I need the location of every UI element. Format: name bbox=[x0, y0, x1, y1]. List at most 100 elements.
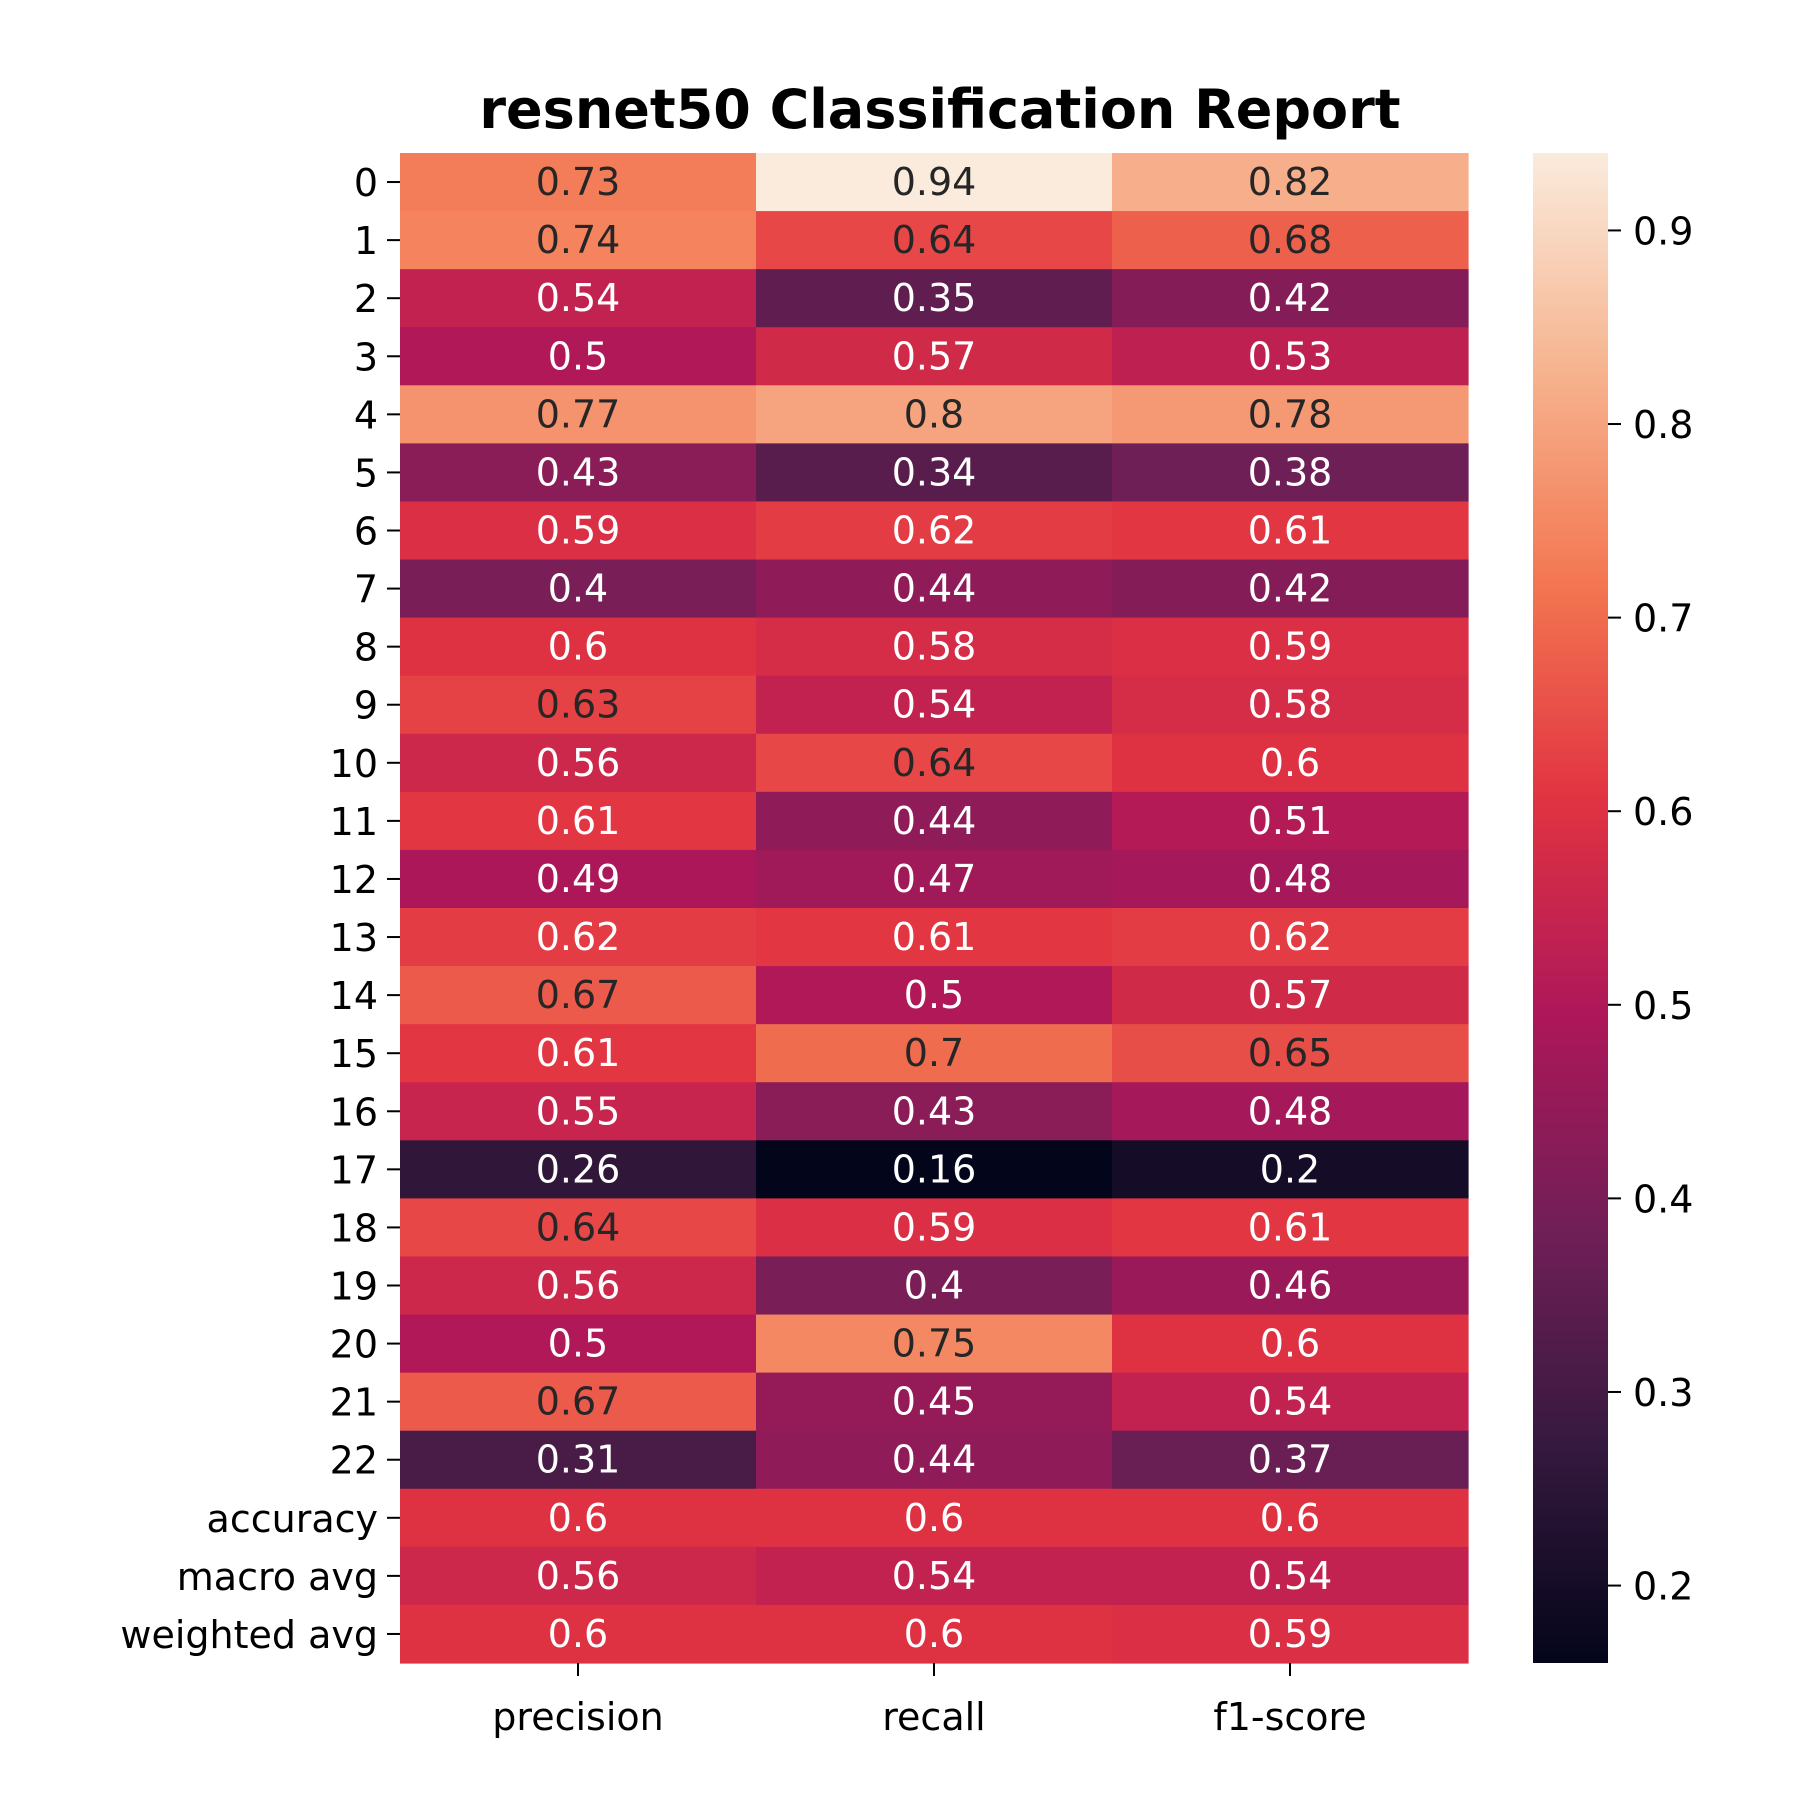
cell-value-label: 0.54 bbox=[1248, 1380, 1333, 1424]
heatmap-cell bbox=[756, 1024, 1113, 1083]
heatmap-cell bbox=[756, 1198, 1113, 1258]
heatmap-cell bbox=[1112, 1546, 1469, 1606]
heatmap-cell bbox=[1112, 559, 1469, 619]
cell-value-label: 0.8 bbox=[904, 392, 964, 436]
heatmap-cell bbox=[1112, 617, 1469, 677]
cell-value-label: 0.78 bbox=[1248, 392, 1333, 436]
row-tick-label: 22 bbox=[330, 1439, 378, 1483]
heatmap-cell bbox=[400, 849, 757, 909]
heatmap-cell bbox=[400, 1082, 757, 1141]
heatmap-cell bbox=[400, 1488, 757, 1548]
heatmap-cell bbox=[400, 1604, 757, 1664]
cell-value-label: 0.44 bbox=[892, 1438, 977, 1482]
colorbar-tick-label: 0.8 bbox=[1633, 403, 1693, 447]
row-tick-label: macro avg bbox=[177, 1555, 378, 1599]
colorbar-ticks: 0.2 0.3 0.4 0.5 0.6 0.7 0.8 0.9 bbox=[1608, 209, 1693, 1609]
row-tick-label: accuracy bbox=[207, 1497, 378, 1541]
column-tick-label: f1-score bbox=[1213, 1695, 1366, 1739]
colorbar-tick-label: 0.7 bbox=[1633, 597, 1693, 641]
cell-value-label: 0.5 bbox=[548, 334, 608, 378]
heatmap-cell bbox=[756, 617, 1113, 677]
cell-value-label: 0.64 bbox=[536, 1205, 621, 1249]
heatmap-cell bbox=[756, 908, 1113, 967]
cell-value-label: 0.56 bbox=[536, 1554, 621, 1598]
cell-value-label: 0.6 bbox=[904, 1612, 964, 1656]
row-tick-label: 10 bbox=[330, 742, 378, 786]
cell-value-label: 0.65 bbox=[1248, 1031, 1333, 1075]
cell-value-label: 0.45 bbox=[892, 1380, 977, 1424]
heatmap-cell bbox=[1112, 849, 1469, 909]
heatmap-cell bbox=[400, 385, 757, 444]
cell-value-label: 0.59 bbox=[536, 509, 621, 553]
heatmap-cell-labels: 0.73 0.94 0.82 0.74 0.64 0.68 0.54 0.35 0.42 0.5 0… bbox=[536, 160, 1333, 1656]
cell-value-label: 0.51 bbox=[1248, 799, 1333, 843]
column-axis: precision recall f1-score bbox=[492, 1663, 1367, 1739]
heatmap-cell bbox=[400, 675, 757, 735]
cell-value-label: 0.43 bbox=[892, 1089, 977, 1133]
cell-value-label: 0.73 bbox=[536, 160, 621, 204]
cell-value-label: 0.38 bbox=[1248, 450, 1333, 494]
row-tick-label: 6 bbox=[354, 510, 378, 554]
heatmap-cell bbox=[756, 1488, 1113, 1548]
cell-value-label: 0.6 bbox=[548, 1612, 608, 1656]
row-tick-label: 11 bbox=[330, 800, 378, 844]
heatmap-cell bbox=[756, 1604, 1113, 1664]
row-tick-label: 9 bbox=[354, 684, 378, 728]
cell-value-label: 0.62 bbox=[1248, 915, 1333, 959]
cell-value-label: 0.47 bbox=[892, 857, 977, 901]
heatmap-cell bbox=[756, 153, 1113, 212]
cell-value-label: 0.4 bbox=[904, 1264, 964, 1308]
heatmap-cell bbox=[1112, 1488, 1469, 1548]
row-tick-label: 21 bbox=[330, 1381, 378, 1425]
cell-value-label: 0.56 bbox=[536, 1264, 621, 1308]
cell-value-label: 0.6 bbox=[548, 1496, 608, 1540]
row-tick-label: 12 bbox=[330, 858, 378, 902]
cell-value-label: 0.26 bbox=[536, 1147, 621, 1191]
cell-value-label: 0.56 bbox=[536, 741, 621, 785]
heatmap-cell bbox=[756, 1256, 1113, 1316]
cell-value-label: 0.42 bbox=[1248, 567, 1333, 611]
cell-value-label: 0.59 bbox=[1248, 1612, 1333, 1656]
cell-value-label: 0.44 bbox=[892, 799, 977, 843]
colorbar-tick-label: 0.4 bbox=[1633, 1177, 1693, 1221]
heatmap-cell bbox=[400, 501, 757, 561]
heatmap-cell bbox=[400, 617, 757, 677]
row-tick-label: 5 bbox=[354, 451, 378, 495]
cell-value-label: 0.77 bbox=[536, 392, 621, 436]
cell-value-label: 0.42 bbox=[1248, 276, 1333, 320]
cell-value-label: 0.34 bbox=[892, 450, 977, 494]
heatmap-cell bbox=[1112, 675, 1469, 735]
cell-value-label: 0.37 bbox=[1248, 1438, 1333, 1482]
cell-value-label: 0.6 bbox=[1260, 1322, 1320, 1366]
column-tick-label: precision bbox=[492, 1695, 663, 1739]
cell-value-label: 0.62 bbox=[536, 915, 621, 959]
row-axis: 012345678910111213141516171819202122accu… bbox=[120, 161, 400, 1657]
cell-value-label: 0.49 bbox=[536, 857, 621, 901]
cell-value-label: 0.5 bbox=[904, 973, 964, 1017]
cell-value-label: 0.6 bbox=[904, 1496, 964, 1540]
heatmap-cell bbox=[1112, 733, 1469, 793]
row-tick-label: 1 bbox=[354, 219, 378, 263]
heatmap-cell bbox=[756, 1082, 1113, 1141]
colorbar-tick-label: 0.2 bbox=[1633, 1565, 1693, 1609]
cell-value-label: 0.75 bbox=[892, 1322, 977, 1366]
heatmap-cell bbox=[756, 675, 1113, 735]
cell-value-label: 0.64 bbox=[892, 741, 977, 785]
heatmap-cell bbox=[400, 733, 757, 793]
heatmap-cell bbox=[1112, 153, 1469, 212]
cell-value-label: 0.46 bbox=[1248, 1264, 1333, 1308]
colorbar-tick-label: 0.5 bbox=[1633, 984, 1693, 1028]
cell-value-label: 0.48 bbox=[1248, 1089, 1333, 1133]
row-tick-label: 19 bbox=[330, 1265, 378, 1309]
cell-value-label: 0.5 bbox=[548, 1322, 608, 1366]
heatmap-cell bbox=[400, 1372, 757, 1432]
cell-value-label: 0.67 bbox=[536, 973, 621, 1017]
row-tick-label: 16 bbox=[330, 1090, 378, 1134]
heatmap-cell bbox=[756, 443, 1113, 503]
heatmap-cell bbox=[1112, 1372, 1469, 1432]
cell-value-label: 0.62 bbox=[892, 509, 977, 553]
row-tick-label: 4 bbox=[354, 393, 378, 437]
heatmap-cell bbox=[400, 153, 757, 212]
cell-value-label: 0.16 bbox=[892, 1147, 977, 1191]
